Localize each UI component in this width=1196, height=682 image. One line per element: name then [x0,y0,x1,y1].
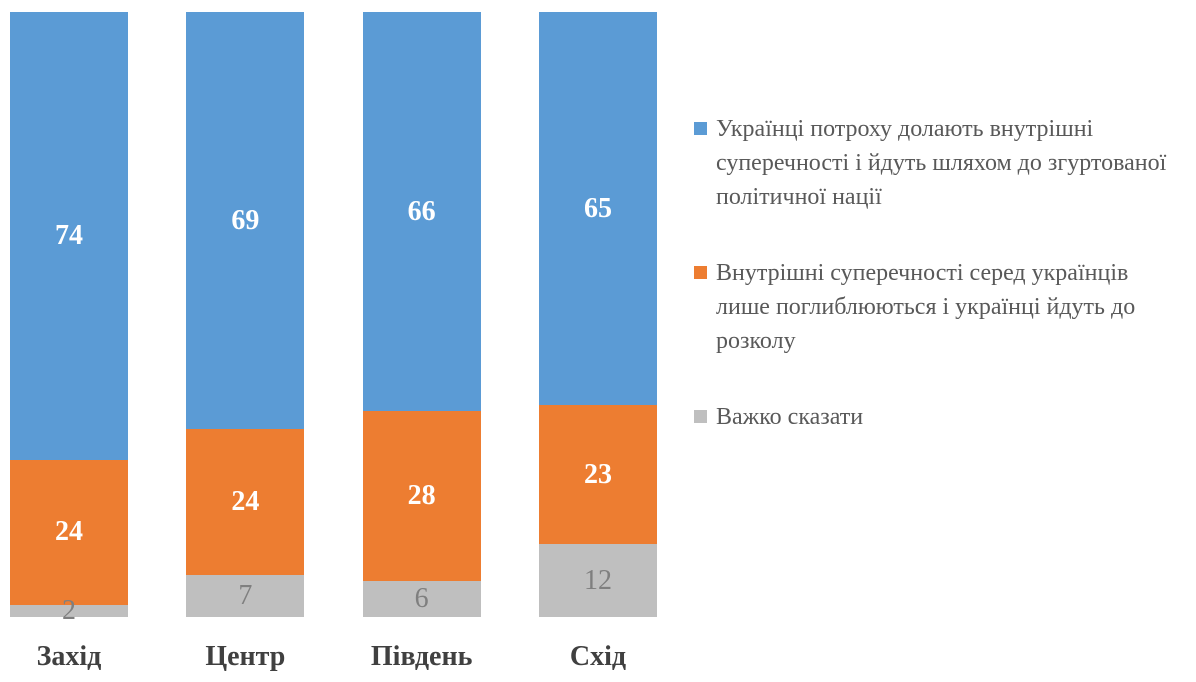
bar-value-label: 23 [583,458,612,490]
bar-column: 74 24 2 [10,12,128,624]
plot-area: 74 24 2 69 24 7 66 28 6 65 23 12 [10,12,657,624]
bar-segment: 66 [362,12,481,412]
legend-item: Важко сказати [694,400,1189,434]
bar-value-label: 24 [55,516,83,548]
bar-value-label: 6 [414,582,429,614]
legend-item: Українці потроху долають внутрішні супер… [694,112,1189,214]
bar-column: 69 24 7 [186,12,305,617]
bar-segment: 24 [10,459,128,605]
bar-value-label: 7 [238,579,253,611]
category-label: Захід [36,641,102,672]
bar-segment: 23 [538,405,657,545]
legend-label: Важко сказати [716,404,864,430]
bar-segment: 7 [186,574,305,617]
bar-segment: 2 [10,596,128,624]
bar-segment: 28 [362,411,481,581]
bar-segment: 69 [186,12,305,430]
legend: Українці потроху долають внутрішні супер… [694,112,1189,476]
bar-value-label: 66 [407,195,436,227]
bar-value-label: 24 [231,486,260,518]
bar-column: 65 23 12 [538,12,657,617]
legend-label: Внутрішні суперечності серед українців л… [716,260,1136,354]
legend-item: Внутрішні суперечності серед українців л… [694,256,1189,358]
category-label: Центр [205,641,286,672]
legend-swatch-icon [694,410,707,423]
bar-value-label: 74 [55,219,83,251]
bar-value-label: 65 [583,192,612,224]
bar-segment: 12 [538,544,657,617]
category-label: Схід [569,641,627,672]
category-axis: Захід Центр Південь Схід [10,617,657,671]
legend-label: Українці потроху долають внутрішні супер… [716,116,1167,210]
category-label: Південь [370,641,473,672]
legend-swatch-icon [694,266,707,279]
bar-value-label: 2 [62,594,76,626]
bar-value-label: 12 [583,564,612,596]
bar-segment: 24 [186,429,305,575]
bar-segment: 74 [10,12,128,460]
bar-value-label: 28 [407,479,436,511]
bar-column: 66 28 6 [362,12,481,617]
legend-swatch-icon [694,122,707,135]
bar-segment: 6 [362,580,481,617]
bar-segment: 65 [538,12,657,406]
bar-value-label: 69 [231,204,260,236]
